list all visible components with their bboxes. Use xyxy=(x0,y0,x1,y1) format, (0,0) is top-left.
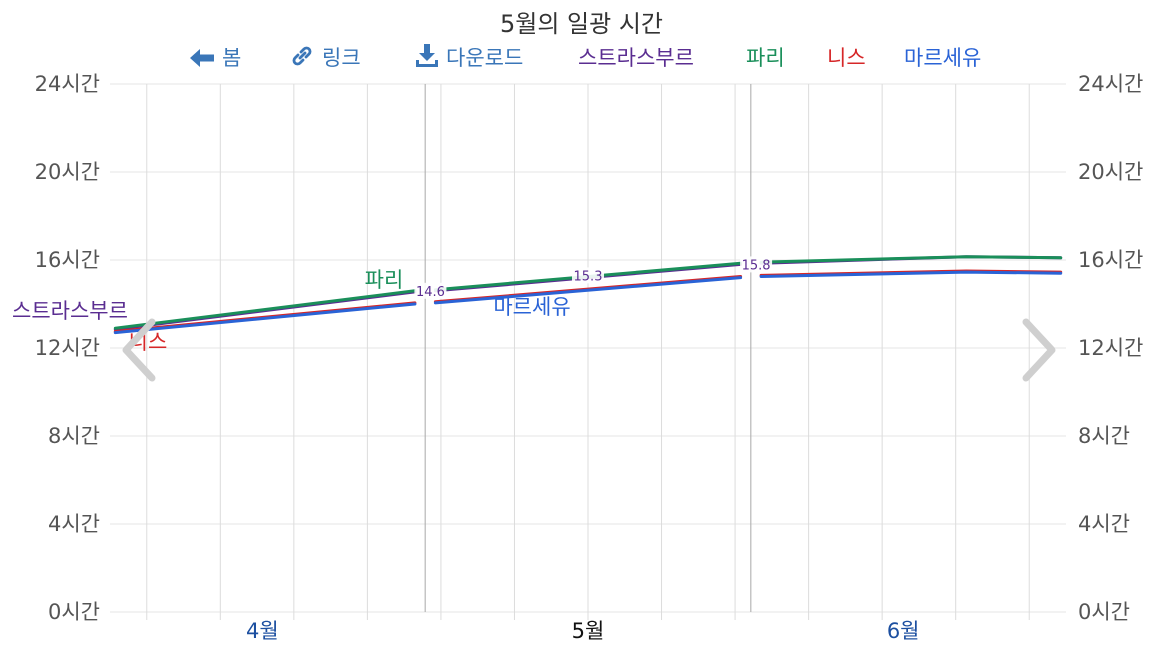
previous-arrow[interactable] xyxy=(118,318,158,382)
chevron-right-icon xyxy=(1022,318,1056,382)
series-line xyxy=(113,289,417,330)
legend-label: 니스 xyxy=(827,46,866,70)
y-tick-label-right: 4시간 xyxy=(1078,512,1130,536)
series-name-label: 파리 xyxy=(365,268,404,292)
series-line xyxy=(433,276,743,305)
download-label: 다운로드 xyxy=(446,46,524,70)
labels: 0시간 0시간 4시간 4시간 8시간 8시간 12시간 12시간 16시간 16시간 20시간 20… xyxy=(12,72,1143,643)
legend-label: 파리 xyxy=(746,46,785,70)
point-label: 14.6 xyxy=(416,285,445,300)
download-icon xyxy=(416,44,438,67)
legend-item-marseille[interactable]: 마르세유 xyxy=(904,42,981,72)
series-line xyxy=(759,270,1063,278)
x-tick-label: 4월 xyxy=(246,619,279,643)
point-label-bg xyxy=(740,256,773,273)
y-tick-label-left: 0시간 xyxy=(48,600,100,624)
y-tick-label-left: 20시간 xyxy=(35,160,100,184)
legend-item-strasbourg[interactable]: 스트라스부르 xyxy=(578,42,694,72)
next-arrow[interactable] xyxy=(1020,318,1060,382)
y-tick-label-left: 24시간 xyxy=(35,72,100,96)
chart-title: 5월의 일광 시간 xyxy=(499,10,663,38)
y-tick-label-left: 12시간 xyxy=(35,336,100,360)
chevron-left-icon xyxy=(122,318,156,382)
series-line xyxy=(759,255,1063,264)
y-tick-label-right: 0시간 xyxy=(1078,600,1130,624)
legend-label: 마르세유 xyxy=(904,46,982,70)
series-line xyxy=(113,302,417,335)
home-label: 봄 xyxy=(222,46,242,70)
y-tick-label-right: 12시간 xyxy=(1078,336,1143,360)
chart-toolbar: 봄 링크 다운로드 스트라스부르 파리 니스 마르세유 xyxy=(190,42,1150,72)
x-tick-label: 5월 xyxy=(572,619,605,643)
point-label: 15.3 xyxy=(574,269,603,284)
legend-label: 스트라스부르 xyxy=(578,46,694,70)
series-lines xyxy=(113,255,1063,335)
x-tick-label: 6월 xyxy=(887,619,920,643)
home-button[interactable]: 봄 xyxy=(190,42,241,72)
link-button[interactable]: 링크 xyxy=(290,42,361,72)
download-button[interactable]: 다운로드 xyxy=(416,42,523,72)
y-tick-label-right: 8시간 xyxy=(1078,424,1130,448)
y-tick-label-right: 24시간 xyxy=(1078,72,1143,96)
point-label-bg xyxy=(572,267,604,284)
y-tick-label-left: 4시간 xyxy=(48,512,100,536)
series-name-label: 스트라스부르 xyxy=(12,299,128,323)
link-icon xyxy=(292,46,312,66)
grid xyxy=(110,83,1066,620)
legend-item-nice[interactable]: 니스 xyxy=(827,42,866,72)
y-tick-label-left: 8시간 xyxy=(48,424,100,448)
series-name-label: 마르세유 xyxy=(493,295,570,319)
legend-item-paris[interactable]: 파리 xyxy=(746,42,785,72)
y-tick-label-right: 20시간 xyxy=(1078,160,1143,184)
arrow-left-icon xyxy=(190,49,214,67)
point-label: 15.8 xyxy=(742,258,771,273)
point-label-bg xyxy=(414,282,447,299)
link-label: 링크 xyxy=(322,46,361,70)
y-tick-label-left: 16시간 xyxy=(35,248,100,272)
y-tick-label-right: 16시간 xyxy=(1078,248,1143,272)
